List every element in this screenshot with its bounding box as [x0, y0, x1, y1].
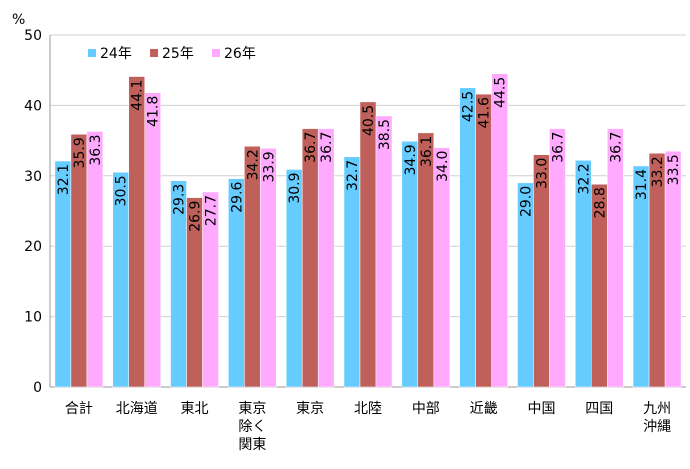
data-label: 34.0 [435, 151, 451, 182]
x-tick-label: 北陸 [354, 401, 382, 417]
bar [459, 87, 476, 388]
x-tick-label: 東京 [238, 401, 266, 417]
legend-swatch [150, 49, 158, 57]
data-label: 38.5 [377, 119, 393, 150]
legend-swatch [212, 49, 220, 57]
data-label: 29.6 [229, 182, 245, 213]
data-label: 32.2 [576, 163, 592, 194]
x-tick-label: 北海道 [116, 401, 158, 417]
data-label: 44.1 [130, 80, 146, 111]
legend-label: 24年 [100, 46, 132, 62]
bar [433, 147, 451, 388]
bar [475, 93, 492, 388]
y-tick-label: 50 [24, 28, 42, 44]
legend-label: 26年 [224, 46, 256, 62]
x-tick-label: 近畿 [470, 401, 498, 417]
bar [301, 128, 319, 388]
x-tick-label: 四国 [585, 401, 613, 417]
data-label: 31.4 [634, 169, 650, 200]
data-label: 33.0 [534, 158, 550, 189]
data-label: 27.7 [204, 195, 220, 226]
bar [401, 141, 419, 388]
legend-label: 25年 [162, 46, 194, 62]
bar [317, 128, 335, 388]
bar [549, 128, 566, 388]
x-tick-label: 東京 [296, 401, 324, 417]
y-tick-label: 10 [24, 310, 42, 326]
bar [491, 73, 508, 388]
bar [260, 148, 277, 388]
x-tick-label: 九州 [643, 401, 671, 417]
data-label: 26.9 [188, 201, 204, 232]
data-label: 41.8 [146, 96, 162, 127]
data-label: 36.1 [419, 136, 435, 167]
bar [375, 115, 393, 388]
data-label: 33.9 [261, 151, 277, 182]
bar [128, 76, 145, 388]
data-label: 40.5 [361, 105, 377, 136]
x-tick-label: 合計 [65, 401, 93, 417]
x-tick-label: 東北 [181, 401, 209, 417]
x-tick-label: 中部 [412, 401, 440, 417]
bar [607, 128, 624, 388]
bar [417, 132, 435, 388]
bar [664, 150, 682, 388]
bar [202, 191, 219, 388]
data-label: 29.3 [172, 184, 188, 215]
bar [244, 145, 261, 388]
y-tick-label: 0 [33, 380, 42, 396]
data-label: 36.3 [88, 134, 104, 165]
data-label: 28.8 [592, 187, 608, 218]
bar [70, 134, 88, 388]
x-tick-label: 除く [238, 419, 266, 435]
y-tick-label: 20 [24, 239, 42, 255]
data-label: 33.2 [650, 156, 666, 187]
data-label: 36.7 [608, 132, 624, 163]
data-label: 42.5 [461, 91, 477, 122]
data-label: 34.2 [245, 149, 261, 180]
data-label: 36.7 [550, 132, 566, 163]
data-label: 33.5 [666, 154, 682, 185]
data-label: 36.7 [319, 132, 335, 163]
data-label: 36.7 [303, 132, 319, 163]
y-axis-unit: % [12, 12, 25, 28]
data-label: 35.9 [72, 137, 88, 168]
bar [86, 131, 104, 388]
x-tick-label: 関東 [238, 437, 266, 453]
y-tick-label: 40 [24, 98, 42, 114]
data-label: 32.7 [345, 160, 361, 191]
bar [359, 101, 377, 388]
bar [144, 92, 161, 388]
data-label: 30.5 [114, 175, 130, 206]
data-label: 34.9 [403, 144, 419, 175]
x-tick-label: 沖縄 [643, 419, 671, 435]
data-label: 44.5 [493, 77, 509, 108]
x-tick-label: 中国 [527, 401, 555, 417]
data-label: 41.6 [477, 97, 493, 128]
data-label: 29.0 [518, 186, 534, 217]
y-tick-label: 30 [24, 169, 42, 185]
legend-swatch [88, 49, 96, 57]
data-label: 30.9 [287, 172, 303, 203]
data-label: 32.1 [56, 164, 72, 195]
